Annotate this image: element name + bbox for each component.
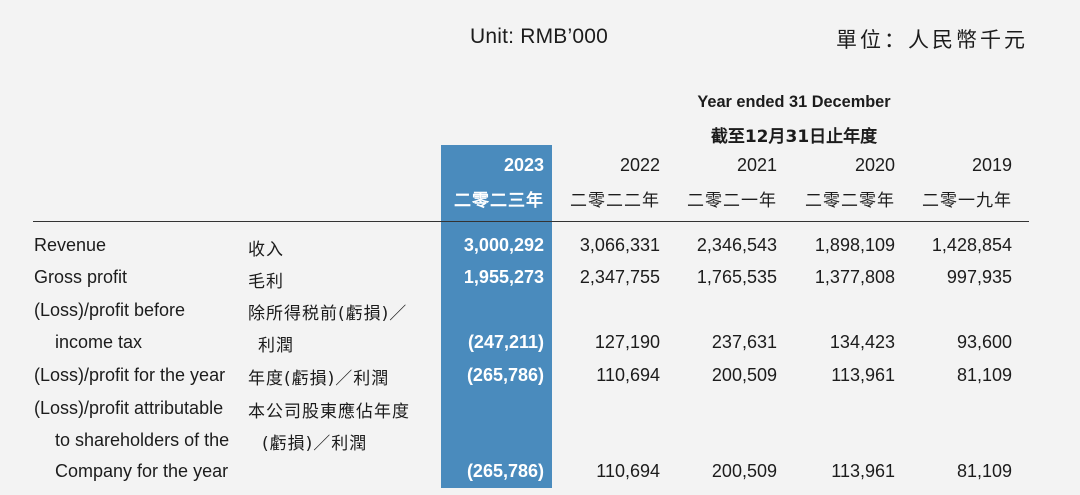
row-label-gross-profit-zh: 毛利 (248, 272, 284, 292)
row-label-attributable-zh-cont: (虧損)／利潤 (262, 434, 368, 454)
row-label-profit-year: (Loss)/profit for the year (34, 365, 226, 385)
row-label-attributable-cont2: Company for the year (55, 461, 229, 481)
value-pbt-2019: 93,600 (956, 332, 1012, 352)
value-pbt-2020: 134,423 (829, 332, 895, 352)
year-header-2020: 2020 (854, 155, 895, 175)
value-profit-year-2019: 81,109 (956, 365, 1012, 385)
value-profit-year-2022: 110,694 (596, 365, 660, 385)
value-revenue-2022: 3,066,331 (579, 235, 660, 255)
header-divider (33, 221, 1029, 222)
value-gross-profit-2022: 2,347,755 (579, 267, 660, 287)
year-header-2019-zh: 二零一九年 (922, 191, 1012, 211)
value-pbt-2021: 237,631 (711, 332, 777, 352)
value-profit-year-2023: (265,786) (466, 365, 544, 385)
row-label-pbt-zh: 除所得税前(虧損)／ (248, 304, 408, 324)
row-label-pbt: (Loss)/profit before (34, 300, 186, 320)
year-header-2022-zh: 二零二二年 (570, 191, 660, 211)
row-label-pbt-zh-cont: 利潤 (258, 336, 294, 356)
row-label-pbt-cont: income tax (55, 332, 143, 352)
value-attributable-2019: 81,109 (956, 461, 1012, 481)
year-header-2023-zh: 二零二三年 (454, 191, 544, 211)
period-heading: Year ended 31 December (697, 92, 891, 111)
value-revenue-2023: 3,000,292 (463, 235, 544, 255)
period-heading-zh: 截至12月31日止年度 (710, 127, 878, 147)
value-profit-year-2021: 200,509 (711, 365, 777, 385)
year-header-2021-zh: 二零二一年 (687, 191, 777, 211)
value-revenue-2020: 1,898,109 (814, 235, 895, 255)
year-header-2022: 2022 (619, 155, 660, 175)
unit-label: Unit: RMB’000 (470, 25, 608, 48)
value-gross-profit-2023: 1,955,273 (463, 267, 544, 287)
value-gross-profit-2019: 997,935 (946, 267, 1012, 287)
row-label-revenue-zh: 收入 (248, 240, 284, 260)
row-label-attributable: (Loss)/profit attributable (34, 398, 224, 418)
row-label-profit-year-zh: 年度(虧損)／利潤 (248, 369, 390, 389)
value-gross-profit-2020: 1,377,808 (814, 267, 895, 287)
value-attributable-2022: 110,694 (596, 461, 660, 481)
year-header-2019: 2019 (971, 155, 1012, 175)
unit-label-zh: 單位：人民幣千元 (836, 28, 1028, 52)
value-revenue-2019: 1,428,854 (931, 235, 1012, 255)
year-header-2023: 2023 (503, 155, 544, 175)
year-header-2021: 2021 (736, 155, 777, 175)
row-label-attributable-zh: 本公司股東應佔年度 (248, 402, 410, 422)
year-header-2020-zh: 二零二零年 (805, 191, 895, 211)
row-label-gross-profit: Gross profit (34, 267, 128, 287)
value-attributable-2021: 200,509 (711, 461, 777, 481)
value-attributable-2023: (265,786) (466, 461, 544, 481)
value-attributable-2020: 113,961 (831, 461, 895, 481)
row-label-revenue: Revenue (34, 235, 107, 255)
highlight-column-2023 (441, 145, 552, 488)
value-pbt-2023: (247,211) (467, 332, 544, 352)
value-gross-profit-2021: 1,765,535 (696, 267, 777, 287)
row-label-attributable-cont1: to shareholders of the (55, 430, 230, 450)
value-revenue-2021: 2,346,543 (696, 235, 777, 255)
value-pbt-2022: 127,190 (594, 332, 660, 352)
value-profit-year-2020: 113,961 (831, 365, 895, 385)
